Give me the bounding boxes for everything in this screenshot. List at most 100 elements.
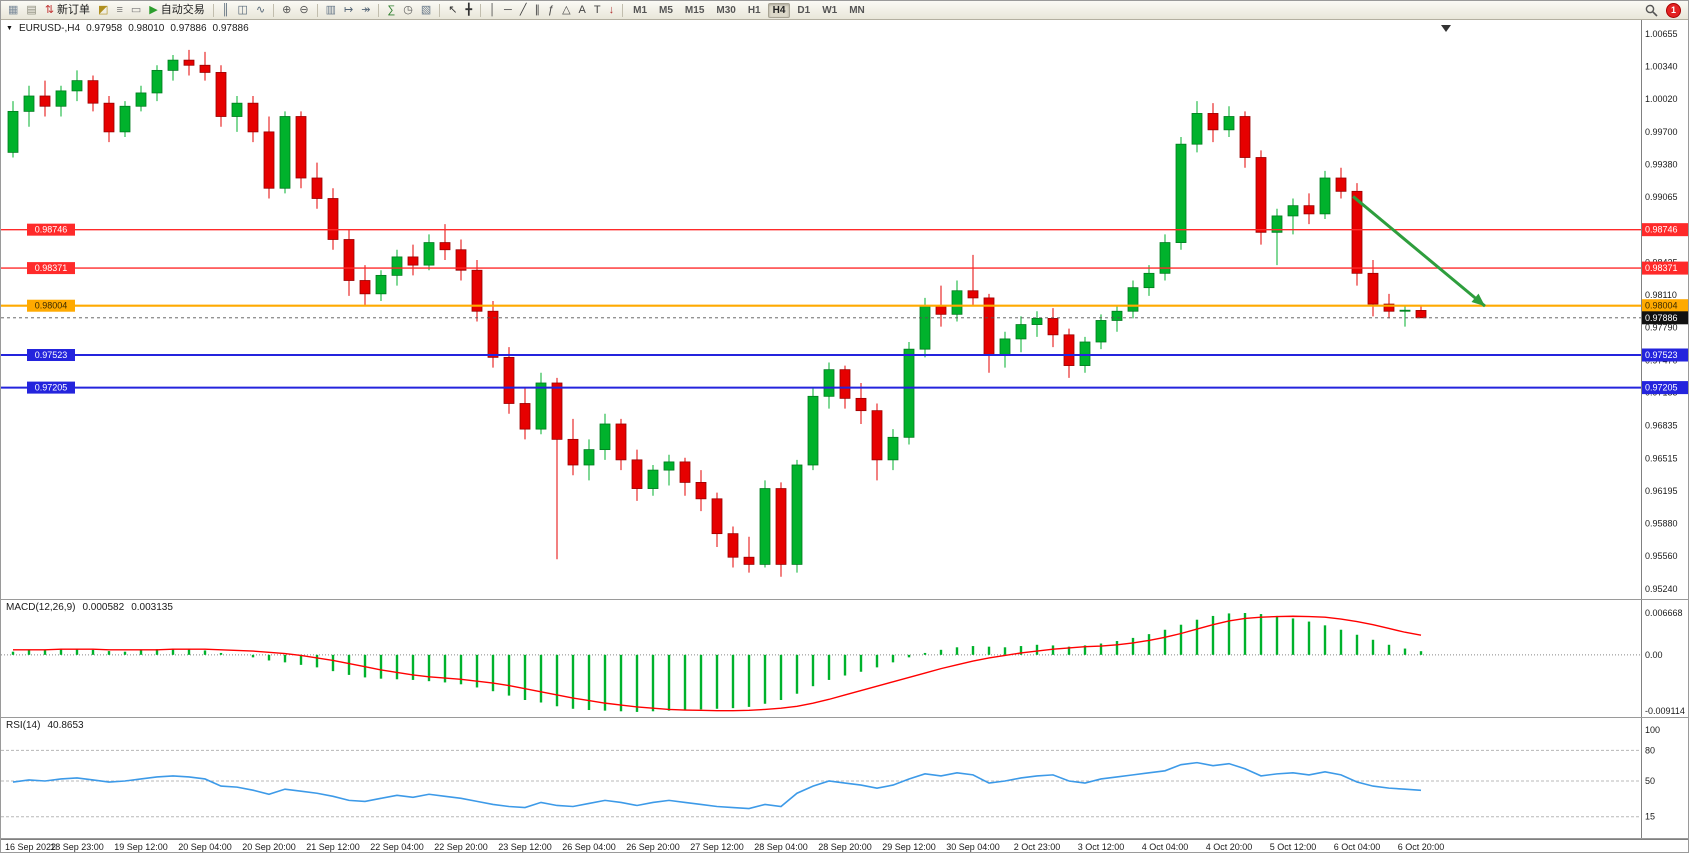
- channel-button[interactable]: ∥: [531, 2, 543, 18]
- hline-price-tag: [1642, 381, 1688, 395]
- macd-canvas[interactable]: 0.006668 0.00 -0.009114: [1, 600, 1689, 717]
- candle-body: [1271, 215, 1283, 233]
- new-order-button[interactable]: ⇅ 新订单: [42, 2, 93, 18]
- zoom-out-button[interactable]: ⊖: [296, 2, 311, 18]
- rsi-canvas[interactable]: 100 80 50 15: [1, 718, 1689, 838]
- alerts-button[interactable]: ◩: [95, 2, 111, 18]
- templates-button[interactable]: ▧: [418, 2, 434, 18]
- search-button[interactable]: [1642, 2, 1661, 18]
- timeframe-M1[interactable]: M1: [633, 4, 648, 16]
- timeframe-M30[interactable]: M30: [716, 4, 736, 16]
- chart-menu-icon[interactable]: ▼: [6, 25, 13, 32]
- time-axis-tick: 19 Sep 12:00: [114, 842, 168, 852]
- auto-scroll-button[interactable]: ↦: [341, 2, 356, 18]
- price-axis-tick: 0.96195: [1645, 486, 1678, 496]
- bar-chart-button[interactable]: ║: [219, 2, 233, 18]
- candle-body: [1143, 272, 1155, 289]
- zoom-in-button[interactable]: ⊕: [279, 2, 294, 18]
- add-indicator-button[interactable]: ∑: [384, 2, 398, 18]
- timeframe-H4[interactable]: H4: [767, 2, 791, 18]
- candle-body: [727, 533, 739, 558]
- search-icon: [1645, 4, 1658, 17]
- candle-body: [503, 356, 515, 404]
- time-axis-background: [1, 839, 1688, 852]
- cursor-icon: ↖: [448, 3, 458, 16]
- timeframe-MN[interactable]: MN: [849, 4, 865, 16]
- candle-body: [1367, 272, 1379, 305]
- time-axis-tick: 28 Sep 04:00: [754, 842, 808, 852]
- candle-body: [759, 488, 771, 565]
- shapes-button[interactable]: △: [559, 2, 573, 18]
- cursor-button[interactable]: ↖: [445, 2, 460, 18]
- periods-button[interactable]: ◷: [400, 2, 416, 18]
- time-axis-tick: 16 Sep 2022: [5, 842, 56, 852]
- chart-shift-marker[interactable]: [1441, 25, 1451, 32]
- candle-body: [663, 461, 675, 471]
- candle-body: [279, 116, 291, 189]
- toolbar-separator: [273, 3, 275, 17]
- hline-left-tag-label: 0.98746: [35, 225, 68, 235]
- bar-chart-icon: ║: [221, 3, 230, 16]
- line-chart-button[interactable]: ∿: [253, 2, 268, 18]
- timeframe-D1[interactable]: D1: [797, 4, 811, 16]
- navigator-button[interactable]: ≡: [113, 2, 125, 18]
- ohlc-high: 0.98010: [128, 23, 165, 34]
- candle-body: [1319, 177, 1331, 215]
- candle-body: [887, 436, 899, 461]
- shapes-icon: △: [562, 3, 571, 16]
- crosshair-button[interactable]: ╋: [463, 2, 476, 18]
- candlestick-chart-button[interactable]: ◫: [235, 2, 251, 18]
- candle-body: [1127, 287, 1139, 312]
- candle-body: [919, 305, 931, 350]
- candle-body: [1303, 205, 1315, 215]
- time-axis-tick: 30 Sep 04:00: [946, 842, 1000, 852]
- time-axis-tick: 20 Sep 04:00: [178, 842, 232, 852]
- hline-price-tag-label: 0.98004: [1645, 301, 1678, 311]
- text-label-button[interactable]: T: [591, 2, 604, 18]
- vertical-line-button[interactable]: │: [486, 2, 499, 18]
- candle-body: [23, 95, 35, 112]
- trendline-icon: ╱: [519, 3, 527, 16]
- time-axis-tick: 4 Oct 20:00: [1206, 842, 1253, 852]
- profiles-button[interactable]: ▤: [23, 2, 39, 18]
- time-axis-tick: 22 Sep 04:00: [370, 842, 424, 852]
- toolbar-separator: [378, 3, 380, 17]
- timeframe-H1[interactable]: H1: [747, 4, 761, 16]
- price-axis-tick: 0.95880: [1645, 518, 1678, 528]
- arrows-tool-button[interactable]: ↓: [606, 2, 618, 18]
- rsi-name: RSI(14): [6, 720, 41, 731]
- candle-body: [183, 59, 195, 66]
- candle-body: [359, 280, 371, 295]
- candle-body: [1095, 320, 1107, 343]
- main-chart-canvas[interactable]: 1.00655 1.00340 1.00020 0.99700 0.99380 0.990…: [1, 20, 1689, 599]
- candle-body: [679, 461, 691, 483]
- new-order-icon: ⇅: [44, 3, 55, 16]
- horizontal-line-button[interactable]: ─: [501, 2, 515, 18]
- timeframe-M5[interactable]: M5: [659, 4, 673, 16]
- text-label-icon: T: [593, 3, 601, 16]
- text-button[interactable]: A: [576, 2, 589, 18]
- terminal-button[interactable]: ▭: [128, 2, 144, 18]
- fibonacci-button[interactable]: ƒ: [545, 2, 557, 18]
- candle-body: [55, 90, 67, 107]
- candle-body: [551, 382, 563, 440]
- candle-body: [167, 59, 179, 71]
- candle-body: [1015, 324, 1027, 340]
- candle-body: [1239, 116, 1251, 158]
- autotrading-button[interactable]: ▶ 自动交易: [146, 2, 207, 18]
- new-chart-button[interactable]: ▦: [5, 2, 21, 18]
- notification-badge[interactable]: 1: [1666, 2, 1681, 18]
- timeframe-M15[interactable]: M15: [684, 4, 705, 16]
- trend-arrow[interactable]: [1352, 195, 1486, 308]
- timeframe-W1[interactable]: W1: [822, 4, 838, 16]
- time-axis-tick: 26 Sep 20:00: [626, 842, 680, 852]
- candle-body: [583, 449, 595, 466]
- tile-windows-button[interactable]: ▥: [323, 2, 339, 18]
- trendline-button[interactable]: ╱: [517, 2, 530, 18]
- chart-shift-button[interactable]: ↠: [358, 2, 373, 18]
- hline-price-tag-label: 0.98746: [1645, 225, 1678, 235]
- candle-body: [247, 102, 259, 133]
- macd-axis-label: -0.009114: [1645, 706, 1685, 716]
- candlestick-chart-icon: ◫: [237, 3, 248, 16]
